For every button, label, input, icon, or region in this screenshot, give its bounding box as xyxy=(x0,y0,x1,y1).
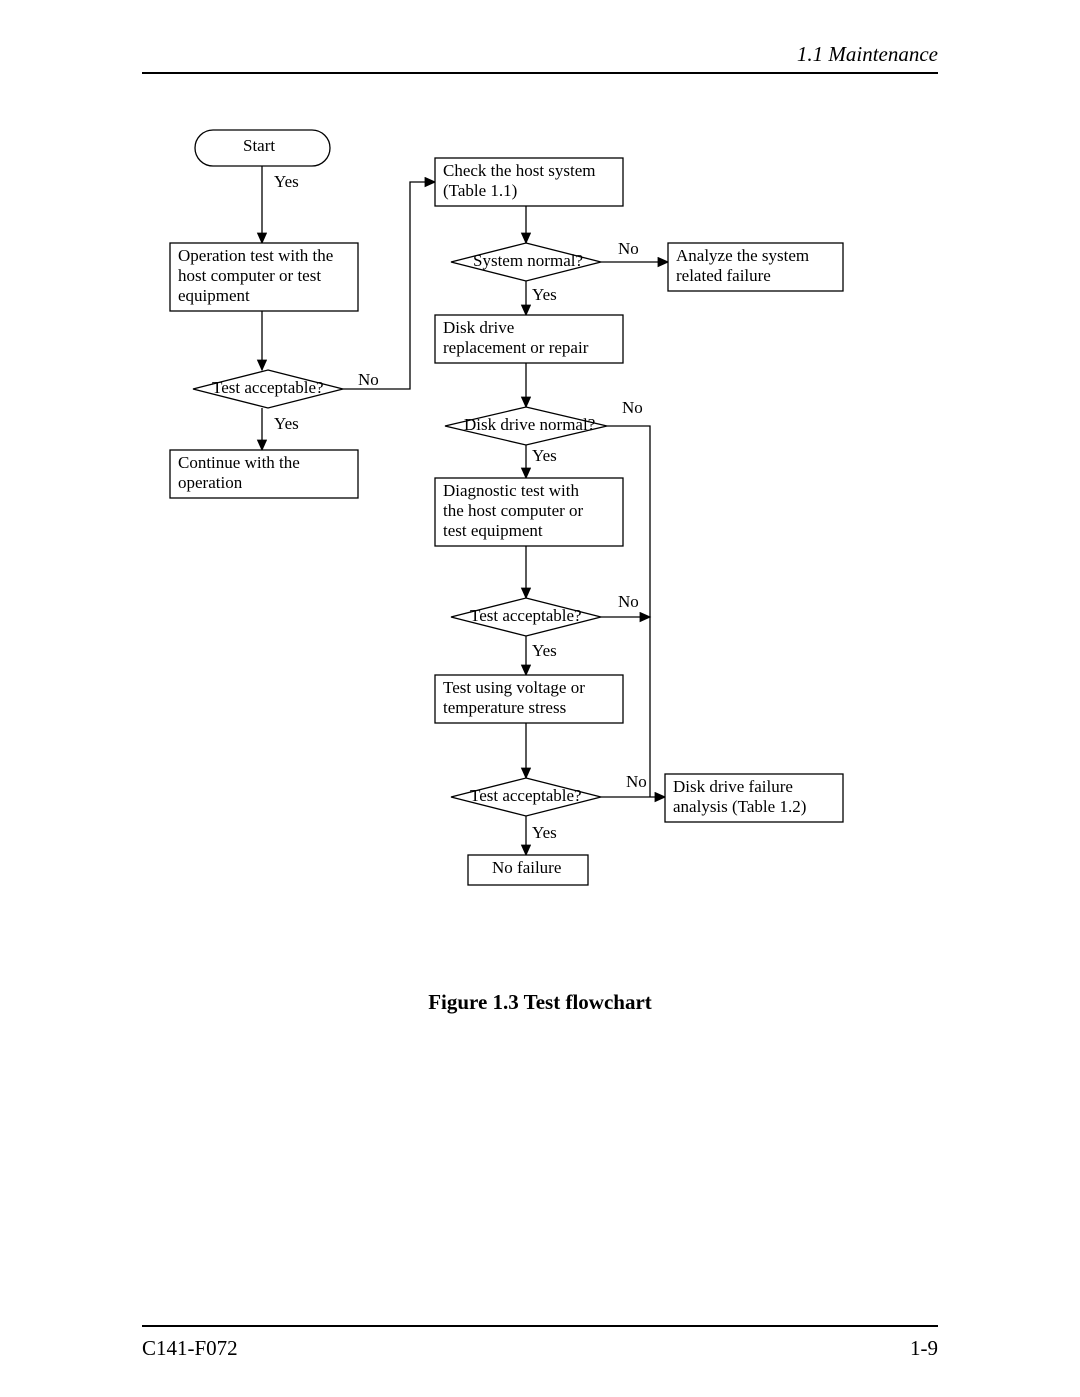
node-analyze-system: Analyze the system related failure xyxy=(668,243,843,291)
svg-text:analysis (Table 1.2): analysis (Table 1.2) xyxy=(673,797,806,816)
svg-text:Analyze the system: Analyze the system xyxy=(676,246,809,265)
label-ta3-yes: Yes xyxy=(532,823,557,842)
svg-text:the host computer or: the host computer or xyxy=(443,501,584,520)
label-ta2-no: No xyxy=(618,592,639,611)
label-start-yes: Yes xyxy=(274,172,299,191)
svg-text:Test acceptable?: Test acceptable? xyxy=(212,378,324,397)
node-test-acceptable-2: Test acceptable? xyxy=(451,598,601,636)
svg-text:related failure: related failure xyxy=(676,266,771,285)
flowchart-figure: Start Yes Operation test with the host c… xyxy=(170,130,910,960)
svg-text:test equipment: test equipment xyxy=(443,521,543,540)
label-ta1-no: No xyxy=(358,370,379,389)
svg-text:Disk drive: Disk drive xyxy=(443,318,514,337)
footer-page-number: 1-9 xyxy=(910,1336,938,1361)
node-test-acceptable-3: Test acceptable? xyxy=(451,778,601,816)
svg-text:temperature stress: temperature stress xyxy=(443,698,566,717)
svg-text:Disk drive failure: Disk drive failure xyxy=(673,777,793,796)
figure-caption: Figure 1.3 Test flowchart xyxy=(0,990,1080,1015)
svg-text:Continue with the: Continue with the xyxy=(178,453,300,472)
footer-doc-number: C141-F072 xyxy=(142,1336,238,1361)
svg-text:operation: operation xyxy=(178,473,243,492)
label-sys-yes: Yes xyxy=(532,285,557,304)
node-diagnostic-test: Diagnostic test with the host computer o… xyxy=(435,478,623,546)
svg-text:System normal?: System normal? xyxy=(473,251,583,270)
page-header-section: 1.1 Maintenance xyxy=(797,42,938,67)
svg-text:Check the host system: Check the host system xyxy=(443,161,596,180)
label-dd-yes: Yes xyxy=(532,446,557,465)
node-operation-test: Operation test with the host computer or… xyxy=(170,243,358,311)
node-check-host: Check the host system (Table 1.1) xyxy=(435,158,623,206)
node-system-normal: System normal? xyxy=(451,243,601,281)
node-start: Start xyxy=(195,130,330,166)
node-continue-operation: Continue with the operation xyxy=(170,450,358,498)
node-disk-failure-analysis: Disk drive failure analysis (Table 1.2) xyxy=(665,774,843,822)
node-disk-drive-normal: Disk drive normal? xyxy=(445,407,607,445)
node-test-acceptable-1: Test acceptable? xyxy=(193,370,343,408)
svg-text:(Table 1.1): (Table 1.1) xyxy=(443,181,517,200)
label-sys-no: No xyxy=(618,239,639,258)
svg-text:Disk drive normal?: Disk drive normal? xyxy=(464,415,595,434)
svg-text:equipment: equipment xyxy=(178,286,250,305)
svg-text:Test acceptable?: Test acceptable? xyxy=(470,786,582,805)
node-disk-repair: Disk drive replacement or repair xyxy=(435,315,623,363)
svg-text:Operation test with the: Operation test with the xyxy=(178,246,333,265)
svg-text:Test acceptable?: Test acceptable? xyxy=(470,606,582,625)
label-ta2-yes: Yes xyxy=(532,641,557,660)
svg-text:host computer or test: host computer or test xyxy=(178,266,321,285)
svg-text:Start: Start xyxy=(243,136,275,155)
header-rule xyxy=(142,72,938,74)
footer-rule xyxy=(142,1325,938,1327)
svg-text:No failure: No failure xyxy=(492,858,561,877)
svg-text:Test using voltage or: Test using voltage or xyxy=(443,678,585,697)
svg-text:Diagnostic test with: Diagnostic test with xyxy=(443,481,579,500)
label-ta1-yes: Yes xyxy=(274,414,299,433)
document-page: 1.1 Maintenance Start Yes Operation test… xyxy=(0,0,1080,1397)
node-voltage-stress: Test using voltage or temperature stress xyxy=(435,675,623,723)
node-no-failure: No failure xyxy=(468,855,588,885)
label-ta3-no: No xyxy=(626,772,647,791)
label-dd-no: No xyxy=(622,398,643,417)
svg-text:replacement or repair: replacement or repair xyxy=(443,338,589,357)
